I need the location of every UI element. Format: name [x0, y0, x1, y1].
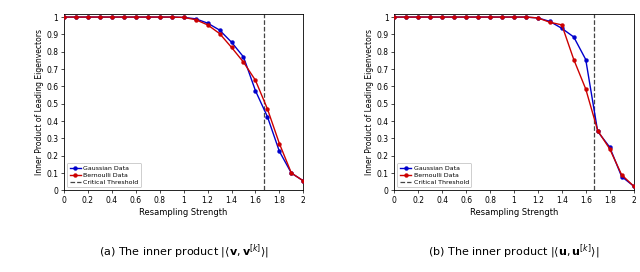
Y-axis label: Inner Product of Leading Eigenvectors: Inner Product of Leading Eigenvectors [365, 29, 374, 175]
Text: (b) The inner product $|\langle \mathbf{u}, \mathbf{u}^{[k]}\rangle|$: (b) The inner product $|\langle \mathbf{… [428, 243, 600, 261]
Gaussian Data [474, 16, 482, 19]
Gaussian Data [498, 16, 506, 19]
Bernoulli Data [546, 21, 554, 24]
Bernoulli Data [96, 16, 104, 19]
Bernoulli Data [216, 32, 223, 35]
Bernoulli Data [156, 16, 164, 19]
Gaussian Data [534, 16, 541, 20]
Gaussian Data [72, 16, 80, 19]
Bernoulli Data [570, 58, 578, 61]
Bernoulli Data [168, 16, 175, 19]
Gaussian Data [144, 16, 152, 19]
Bernoulli Data [300, 179, 307, 183]
Gaussian Data [438, 16, 446, 19]
Bernoulli Data [204, 23, 211, 26]
Bernoulli Data [618, 173, 625, 177]
Gaussian Data [252, 89, 259, 92]
Bernoulli Data [558, 23, 566, 26]
Gaussian Data [582, 58, 589, 61]
Bernoulli Data [108, 16, 116, 19]
Gaussian Data [108, 16, 116, 19]
Bernoulli Data [498, 16, 506, 19]
Bernoulli Data [252, 79, 259, 82]
Gaussian Data [168, 16, 175, 19]
Gaussian Data [426, 16, 434, 19]
Gaussian Data [276, 150, 284, 153]
Text: (a) The inner product $|\langle \mathbf{v}, \mathbf{v}^{[k]}\rangle|$: (a) The inner product $|\langle \mathbf{… [99, 243, 269, 261]
Gaussian Data [462, 16, 470, 19]
Gaussian Data [60, 16, 68, 19]
Bernoulli Data [228, 46, 236, 49]
Line: Gaussian Data: Gaussian Data [392, 15, 636, 188]
Gaussian Data [156, 16, 164, 19]
Gaussian Data [486, 16, 494, 19]
Bernoulli Data [474, 16, 482, 19]
Legend: Gaussian Data, Bernoulli Data, Critical Threshold: Gaussian Data, Bernoulli Data, Critical … [67, 163, 141, 187]
Y-axis label: Inner Product of Leading Eigenvectors: Inner Product of Leading Eigenvectors [35, 29, 44, 175]
Bernoulli Data [534, 16, 541, 20]
Bernoulli Data [582, 87, 589, 91]
Gaussian Data [558, 27, 566, 30]
Gaussian Data [204, 21, 211, 25]
Bernoulli Data [390, 16, 398, 19]
Bernoulli Data [287, 171, 295, 175]
Bernoulli Data [403, 16, 410, 19]
Gaussian Data [546, 20, 554, 23]
Gaussian Data [522, 16, 530, 19]
Gaussian Data [264, 115, 271, 118]
Bernoulli Data [606, 147, 614, 150]
Gaussian Data [96, 16, 104, 19]
Gaussian Data [192, 17, 200, 20]
Bernoulli Data [84, 16, 92, 19]
Bernoulli Data [180, 16, 188, 19]
Gaussian Data [287, 171, 295, 175]
Gaussian Data [451, 16, 458, 19]
Gaussian Data [630, 184, 637, 188]
Legend: Gaussian Data, Bernoulli Data, Critical Threshold: Gaussian Data, Bernoulli Data, Critical … [397, 163, 472, 187]
Gaussian Data [228, 41, 236, 44]
Bernoulli Data [451, 16, 458, 19]
Gaussian Data [414, 16, 422, 19]
Gaussian Data [132, 16, 140, 19]
Gaussian Data [618, 175, 625, 178]
Line: Gaussian Data: Gaussian Data [62, 15, 305, 183]
Bernoulli Data [462, 16, 470, 19]
Gaussian Data [216, 29, 223, 32]
Bernoulli Data [594, 129, 602, 132]
Gaussian Data [594, 130, 602, 133]
Bernoulli Data [192, 18, 200, 21]
Bernoulli Data [510, 16, 518, 19]
Line: Bernoulli Data: Bernoulli Data [62, 15, 305, 183]
Bernoulli Data [239, 60, 247, 64]
Bernoulli Data [144, 16, 152, 19]
Gaussian Data [570, 35, 578, 39]
Bernoulli Data [120, 16, 127, 19]
Gaussian Data [84, 16, 92, 19]
X-axis label: Resampling Strength: Resampling Strength [140, 208, 228, 217]
Bernoulli Data [60, 16, 68, 19]
Gaussian Data [180, 16, 188, 19]
Gaussian Data [120, 16, 127, 19]
Bernoulli Data [276, 142, 284, 145]
Bernoulli Data [414, 16, 422, 19]
Gaussian Data [403, 16, 410, 19]
Bernoulli Data [630, 184, 637, 188]
Bernoulli Data [522, 16, 530, 19]
Gaussian Data [510, 16, 518, 19]
Gaussian Data [390, 16, 398, 19]
Line: Bernoulli Data: Bernoulli Data [392, 15, 636, 188]
Bernoulli Data [426, 16, 434, 19]
Bernoulli Data [486, 16, 494, 19]
Bernoulli Data [438, 16, 446, 19]
Gaussian Data [300, 179, 307, 183]
Gaussian Data [239, 55, 247, 58]
Gaussian Data [606, 146, 614, 149]
Bernoulli Data [264, 107, 271, 110]
Bernoulli Data [132, 16, 140, 19]
Bernoulli Data [72, 16, 80, 19]
X-axis label: Resampling Strength: Resampling Strength [470, 208, 558, 217]
